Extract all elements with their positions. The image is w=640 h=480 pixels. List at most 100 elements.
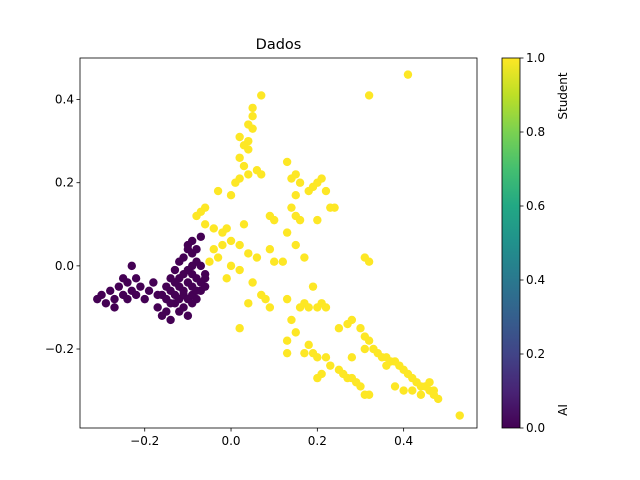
point-student — [334, 324, 344, 333]
point-student — [347, 315, 357, 325]
point-student — [304, 340, 313, 350]
point-ai — [131, 290, 141, 300]
point-ai — [170, 265, 180, 275]
colorbar-tick-label: 0.8 — [526, 125, 545, 139]
point-student — [416, 390, 426, 399]
point-student — [364, 336, 374, 345]
point-student — [300, 348, 309, 358]
point-student — [226, 190, 236, 200]
point-ai — [106, 286, 115, 296]
colorbar-tick-label: 1.0 — [526, 51, 545, 65]
point-ai — [131, 274, 141, 283]
point-student — [390, 382, 400, 391]
point-ai — [144, 286, 154, 296]
point-student — [382, 361, 391, 370]
point-ai — [183, 311, 193, 320]
point-ai — [179, 303, 188, 312]
point-student — [231, 178, 240, 187]
x-tick-label: 0.2 — [308, 434, 327, 448]
point-student — [403, 70, 413, 79]
y-tick-label: −0.2 — [45, 342, 74, 356]
point-ai — [187, 261, 197, 271]
point-student — [252, 253, 262, 262]
point-student — [330, 203, 339, 212]
point-student — [408, 386, 417, 395]
point-student — [257, 170, 266, 179]
point-student — [265, 303, 275, 312]
point-student — [218, 240, 227, 250]
colorbar-gradient — [502, 58, 520, 428]
point-ai — [166, 299, 175, 308]
x-tick-label: 0.4 — [394, 434, 413, 448]
y-tick-label: 0.4 — [55, 93, 74, 107]
point-student — [235, 324, 244, 333]
colorbar-ticks: 0.0 0.2 0.4 0.6 0.8 1.0 — [520, 51, 545, 435]
point-student — [244, 299, 253, 308]
x-axis: −0.2 0.0 0.2 0.4 — [130, 428, 413, 448]
colorbar-tick-label: 0.4 — [526, 273, 545, 287]
point-student — [291, 328, 300, 337]
point-student — [269, 257, 279, 266]
point-student — [317, 369, 326, 379]
point-student — [244, 249, 253, 258]
point-ai — [162, 307, 171, 316]
y-tick-label: 0.2 — [55, 176, 74, 190]
point-student — [291, 240, 300, 250]
colorbar-high-label: Student — [556, 72, 570, 120]
point-ai — [187, 236, 197, 246]
point-student — [282, 228, 292, 237]
point-student — [321, 186, 331, 196]
point-student — [239, 220, 249, 229]
point-student — [269, 215, 279, 225]
x-tick-label: −0.2 — [130, 434, 159, 448]
point-student — [291, 170, 300, 179]
point-student — [235, 265, 244, 275]
point-ai — [170, 278, 180, 287]
point-ai — [110, 303, 119, 312]
point-student — [213, 186, 223, 196]
point-ai — [101, 299, 111, 308]
point-student — [455, 411, 464, 420]
point-ai — [136, 282, 145, 291]
x-tick-label: 0.0 — [221, 434, 240, 448]
point-student — [244, 145, 253, 154]
colorbar-low-label: AI — [556, 404, 570, 416]
point-student — [282, 348, 292, 358]
point-student — [248, 103, 257, 113]
point-student — [425, 378, 434, 387]
colorbar-frame — [501, 57, 521, 429]
point-student — [399, 386, 408, 395]
point-ai — [118, 274, 128, 283]
point-student — [291, 190, 300, 200]
point-student — [257, 91, 266, 100]
point-ai — [166, 315, 175, 325]
point-ai — [97, 290, 106, 300]
point-student — [360, 344, 370, 354]
point-student — [209, 224, 218, 233]
point-ai — [196, 232, 206, 241]
point-student — [248, 278, 257, 287]
point-student — [235, 240, 244, 250]
y-axis: −0.2 0.0 0.2 0.4 — [45, 93, 80, 356]
point-ai — [179, 253, 188, 262]
point-student — [313, 353, 322, 362]
point-student — [226, 236, 236, 246]
point-student — [235, 132, 244, 142]
point-student — [282, 294, 292, 304]
point-student — [356, 324, 365, 333]
point-ai — [140, 294, 149, 304]
point-student — [248, 112, 257, 121]
point-student — [364, 91, 374, 100]
colorbar-tick-label: 0.6 — [526, 199, 545, 213]
chart-title: Dados — [256, 37, 302, 53]
point-student — [265, 245, 275, 254]
point-student — [308, 282, 318, 291]
point-student — [347, 353, 357, 362]
plot-frame — [79, 57, 478, 429]
point-ai — [123, 294, 132, 304]
point-ai — [114, 282, 124, 291]
point-ai — [200, 274, 210, 283]
point-ai — [192, 286, 201, 296]
point-student — [222, 274, 231, 283]
